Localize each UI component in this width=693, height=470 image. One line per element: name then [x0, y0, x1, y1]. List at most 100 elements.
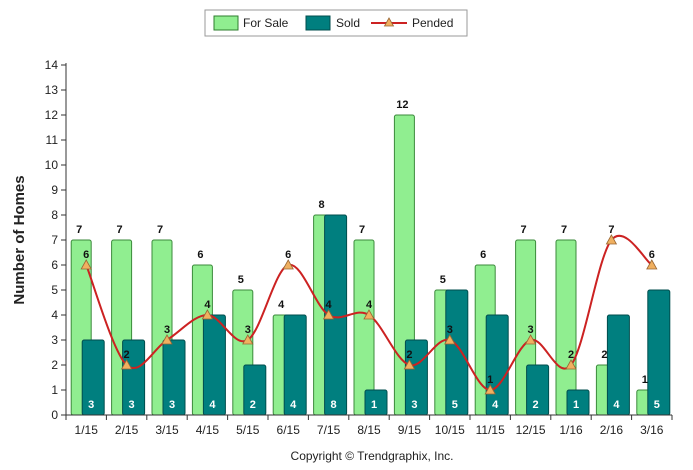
- for-sale-value-label: 1: [642, 374, 648, 386]
- pended-value-label: 6: [285, 249, 291, 261]
- for-sale-bar: [353, 239, 375, 416]
- pended-value-label: 7: [608, 224, 614, 236]
- x-tick-label: 6/15: [277, 423, 301, 437]
- x-tick-label: 5/15: [236, 423, 260, 437]
- pended-marker: [161, 334, 173, 345]
- pended-marker: [201, 309, 214, 320]
- x-tick-label: 11/15: [476, 423, 505, 437]
- pended-value-label: 2: [124, 349, 130, 361]
- sold-value-label: 1: [371, 399, 377, 411]
- x-axis: 1/15 2/15 3/15 4/15 5/15 6/15 7/15 8/15 9/15 10/1…: [65, 414, 673, 437]
- legend-box: [204, 9, 468, 37]
- pended-value-label: 4: [366, 299, 373, 311]
- for-sale-value-label: 7: [117, 224, 123, 236]
- legend-label-for-sale: For Sale: [243, 16, 289, 30]
- for-sale-value-label: 7: [76, 224, 82, 236]
- for-sale-value-label: 2: [601, 349, 607, 361]
- y-tick-label: 11: [46, 133, 59, 147]
- pended-marker: [403, 359, 416, 370]
- sold-value-label: 5: [452, 399, 458, 411]
- pended-value-label: 2: [406, 349, 412, 361]
- x-tick-label: 3/15: [155, 423, 179, 437]
- y-tick-label: 14: [45, 58, 59, 72]
- for-sale-value-label: 12: [396, 99, 408, 111]
- x-tick-label: 1/16: [559, 423, 583, 437]
- y-tick-label: 9: [51, 183, 58, 197]
- legend-marker-pended: [383, 17, 395, 27]
- x-tick-label: 1/15: [75, 423, 99, 437]
- pended-value-label: 4: [326, 299, 333, 311]
- pended-marker: [605, 234, 618, 245]
- sold-value-label: 5: [654, 399, 660, 411]
- x-tick-label: 8/15: [357, 423, 381, 437]
- sold-value-label: 4: [492, 399, 499, 411]
- pended-marker: [363, 309, 375, 320]
- for-sale-value-label: 7: [359, 224, 365, 236]
- pended-value-label: 6: [83, 249, 89, 261]
- sold-value-label: 4: [209, 399, 216, 411]
- y-tick-label: 6: [51, 258, 58, 272]
- pended-value-label: 3: [447, 324, 453, 336]
- for-sale-value-label: 8: [319, 199, 325, 211]
- for-sale-value-label: 5: [238, 274, 244, 286]
- sold-value-label: 1: [573, 399, 579, 411]
- pended-marker: [322, 309, 335, 320]
- for-sale-value-label: 6: [197, 249, 203, 261]
- copyright-text: Copyright © Trendgraphix, Inc.: [291, 449, 454, 463]
- for-sale-value-label: 7: [521, 224, 527, 236]
- y-tick-label: 4: [51, 308, 58, 322]
- pended-value-label: 3: [245, 324, 251, 336]
- pended-value-label: 6: [649, 249, 655, 261]
- legend-swatch-for-sale: [213, 15, 239, 31]
- y-tick-label: 13: [45, 83, 59, 97]
- pended-value-label: 1: [487, 374, 493, 386]
- y-tick-label: 10: [45, 158, 59, 172]
- pended-marker: [565, 359, 577, 370]
- x-tick-label: 12/15: [516, 423, 546, 437]
- x-tick-label: 9/15: [398, 423, 422, 437]
- sold-bar: [647, 289, 671, 416]
- legend-label-pended: Pended: [412, 16, 453, 30]
- pended-marker: [484, 384, 496, 395]
- y-tick-label: 12: [45, 108, 59, 122]
- sold-value-label: 3: [169, 399, 175, 411]
- sold-value-label: 3: [411, 399, 417, 411]
- y-tick-label: 3: [51, 333, 58, 347]
- for-sale-value-label: 5: [440, 274, 446, 286]
- pended-value-label: 4: [204, 299, 211, 311]
- for-sale-value-label: 7: [157, 224, 163, 236]
- pended-value-label: 3: [164, 324, 170, 336]
- y-tick-label: 0: [51, 408, 58, 422]
- sold-value-label: 3: [129, 399, 135, 411]
- pended-marker: [120, 359, 133, 370]
- y-tick-label: 1: [51, 383, 58, 397]
- x-tick-label: 2/16: [600, 423, 624, 437]
- x-tick-label: 10/15: [435, 423, 465, 437]
- for-sale-value-label: 4: [278, 299, 285, 311]
- for-sale-bar: [555, 239, 577, 416]
- x-tick-label: 4/15: [196, 423, 220, 437]
- for-sale-value-label: 7: [561, 224, 567, 236]
- sold-bar: [445, 289, 469, 416]
- y-tick-label: 2: [51, 358, 58, 372]
- pended-value-label: 2: [568, 349, 574, 361]
- sold-value-label: 2: [250, 399, 256, 411]
- pended-value-label: 3: [528, 324, 534, 336]
- x-tick-label: 2/15: [115, 423, 139, 437]
- legend-label-sold: Sold: [336, 16, 360, 30]
- x-tick-label: 3/16: [640, 423, 664, 437]
- pended-marker: [282, 259, 294, 270]
- pended-marker: [646, 259, 658, 270]
- y-tick-label: 5: [51, 283, 58, 297]
- for-sale-value-label: 6: [480, 249, 486, 261]
- pended-marker: [524, 334, 537, 345]
- sold-value-label: 4: [290, 399, 297, 411]
- for-sale-bars: [70, 114, 658, 416]
- sold-value-label: 2: [533, 399, 539, 411]
- legend: For Sale Sold Pended: [204, 9, 468, 37]
- legend-swatch-sold: [305, 15, 331, 31]
- pended-marker: [80, 259, 92, 270]
